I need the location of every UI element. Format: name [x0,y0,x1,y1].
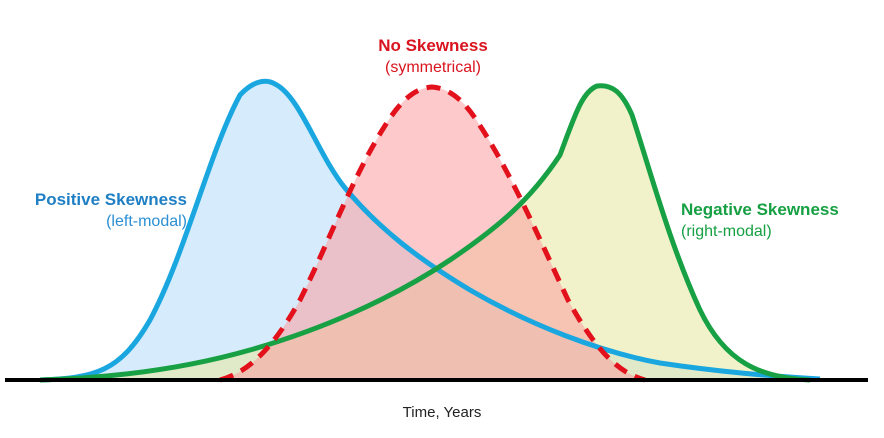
negative-skewness-title: Negative Skewness [681,200,839,219]
positive-skewness-title: Positive Skewness [34,190,187,209]
negative-skew-curve [39,83,811,383]
no-skew-curve [219,84,646,383]
positive-skew-area [40,81,820,381]
negative-skew-area [40,85,810,380]
x-axis-label: Time, Years [402,404,482,421]
negative-skewness-subtitle: (right-modal) [681,223,772,240]
no-skewness-subtitle: (symmetrical) [385,59,481,76]
no-skewness-title: No Skewness [378,36,488,55]
no-skew-area [220,87,645,380]
positive-skewness-subtitle: (left-modal) [106,213,187,230]
positive-skew-curve [39,78,821,383]
